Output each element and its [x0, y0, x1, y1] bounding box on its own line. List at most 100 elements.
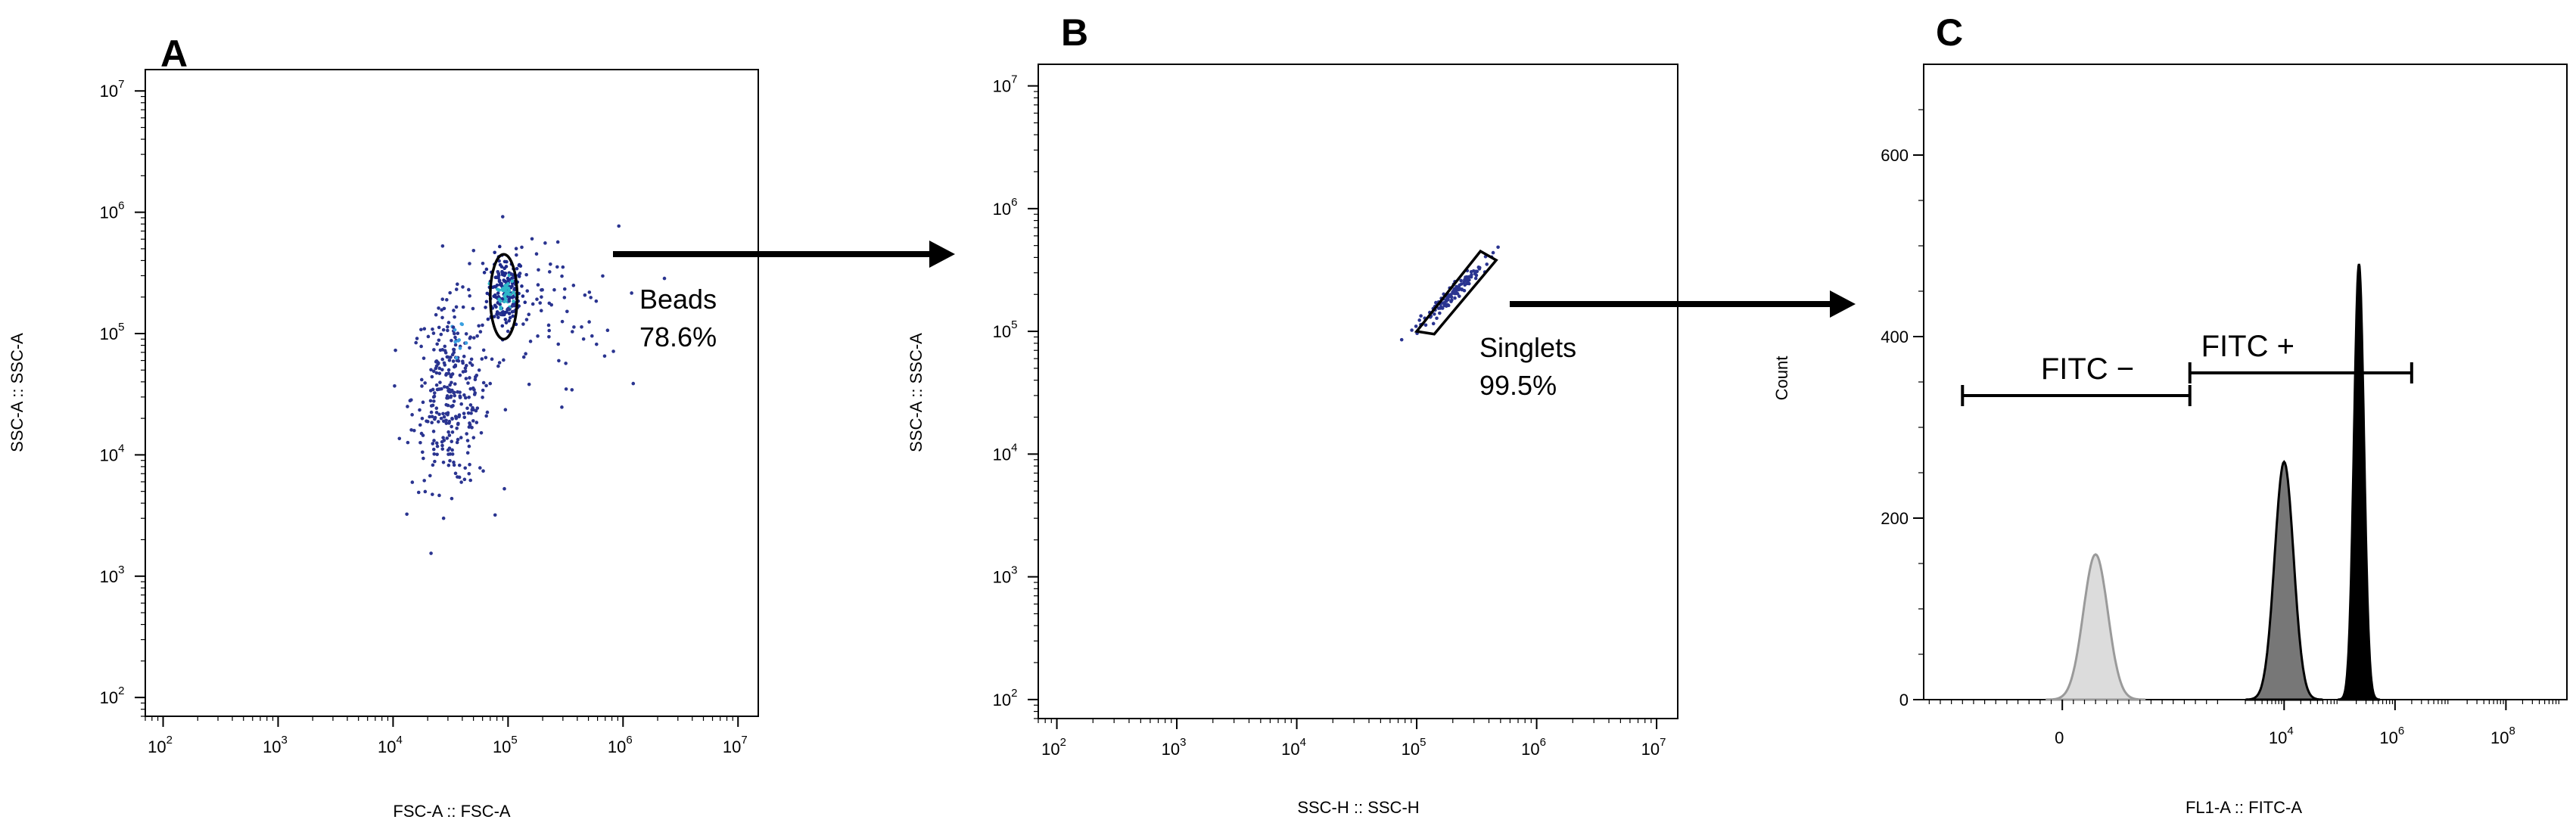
a-event-point	[547, 334, 551, 339]
a-event-point	[431, 403, 435, 408]
a-event-point	[445, 355, 450, 359]
b-event-point	[1431, 321, 1436, 326]
x-axis-title-a: FSC-A :: FSC-A	[393, 802, 511, 821]
a-event-point	[406, 405, 409, 408]
a-event-point	[493, 513, 497, 517]
a-event-point	[456, 331, 460, 336]
fitc-marker-label: FITC +	[2201, 330, 2294, 363]
a-event-point	[463, 369, 468, 374]
a-event-point	[555, 240, 560, 244]
a-event-point	[472, 336, 476, 340]
a-event-point	[508, 315, 512, 320]
a-event-point	[430, 374, 434, 379]
a-event-point	[521, 322, 525, 326]
a-event-point	[547, 270, 552, 274]
a-event-point	[471, 306, 475, 311]
a-event-point	[453, 343, 458, 347]
a-event-point	[437, 493, 441, 498]
a-event-point	[462, 354, 466, 359]
a-event-point	[446, 430, 450, 434]
a-event-point	[467, 471, 471, 476]
a-event-point	[446, 403, 450, 408]
a-event-point	[452, 463, 456, 467]
a-event-point	[420, 450, 425, 455]
a-event-point	[471, 419, 475, 423]
a-event-point	[484, 267, 489, 272]
a-event-point	[605, 328, 610, 333]
a-event-point	[458, 346, 462, 350]
a-event-point	[470, 425, 474, 430]
a-event-point	[435, 452, 439, 457]
a-event-point	[422, 456, 425, 461]
a-event-point	[456, 422, 460, 427]
a-event-point	[495, 312, 499, 316]
b-event-point	[1433, 312, 1436, 316]
a-event-point	[462, 477, 467, 482]
a-event-point	[485, 410, 490, 414]
a-event-point	[512, 309, 516, 314]
a-event-point	[433, 459, 437, 464]
a-event-point	[451, 359, 456, 363]
a-event-point	[468, 337, 472, 340]
arrow-a-to-b	[613, 241, 955, 268]
a-event-point	[447, 390, 451, 393]
a-event-point	[440, 315, 444, 320]
a-event-point	[539, 309, 543, 313]
a-event-point	[512, 300, 515, 303]
a-event-point	[456, 437, 460, 442]
a-event-point	[503, 318, 508, 321]
a-event-point	[419, 344, 423, 349]
a-event-point	[443, 344, 447, 349]
b-event-point	[1452, 287, 1457, 291]
a-event-point	[468, 376, 471, 380]
a-event-point	[515, 266, 519, 271]
a-event-point	[440, 297, 445, 301]
a-event-point	[555, 265, 559, 269]
a-event-point	[419, 328, 423, 332]
a-event-point	[498, 312, 502, 316]
a-event-point	[453, 331, 456, 336]
a-event-point	[454, 305, 459, 309]
b-x-tick-label: 102	[1041, 736, 1066, 759]
a-event-point	[630, 291, 633, 295]
a-event-point	[435, 444, 440, 449]
singlets-gate-percent: 99.5%	[1479, 370, 1557, 401]
b-event-point	[1465, 281, 1470, 286]
a-event-point	[458, 396, 462, 399]
a-event-point	[448, 290, 452, 295]
a-event-point	[444, 421, 449, 425]
c-x-tick-label: 0	[2055, 728, 2064, 747]
a-event-point	[434, 312, 438, 317]
a-event-point	[450, 439, 454, 444]
a-event-point	[429, 410, 434, 414]
b-y-tick-label: 105	[993, 318, 1018, 341]
a-event-point	[501, 310, 506, 314]
a-event-point	[451, 325, 456, 329]
a-event-point	[434, 411, 439, 414]
a-event-point	[469, 357, 474, 362]
a-event-point	[471, 248, 476, 253]
a-event-point	[457, 475, 462, 480]
panel-label-a: A	[160, 33, 188, 75]
a-event-point	[581, 337, 586, 341]
a-event-point	[472, 388, 476, 392]
a-event-point	[435, 387, 440, 392]
a-event-point	[434, 383, 439, 387]
a-event-point	[521, 355, 526, 359]
c-y-tick-label: 600	[1881, 146, 1909, 165]
a-event-point	[474, 373, 479, 377]
a-event-point	[497, 288, 502, 292]
a-event-point	[510, 296, 515, 300]
a-event-point	[473, 377, 478, 382]
a-event-point	[486, 317, 490, 321]
a-event-point	[552, 287, 556, 292]
singlets-gate	[1414, 249, 1498, 336]
a-event-point	[453, 382, 457, 386]
panel-label-c: C	[1936, 11, 1963, 54]
a-event-point	[510, 304, 515, 308]
a-event-point	[515, 253, 518, 257]
histogram-peak	[2045, 553, 2146, 701]
a-event-point	[468, 462, 471, 467]
a-event-point	[502, 293, 507, 298]
